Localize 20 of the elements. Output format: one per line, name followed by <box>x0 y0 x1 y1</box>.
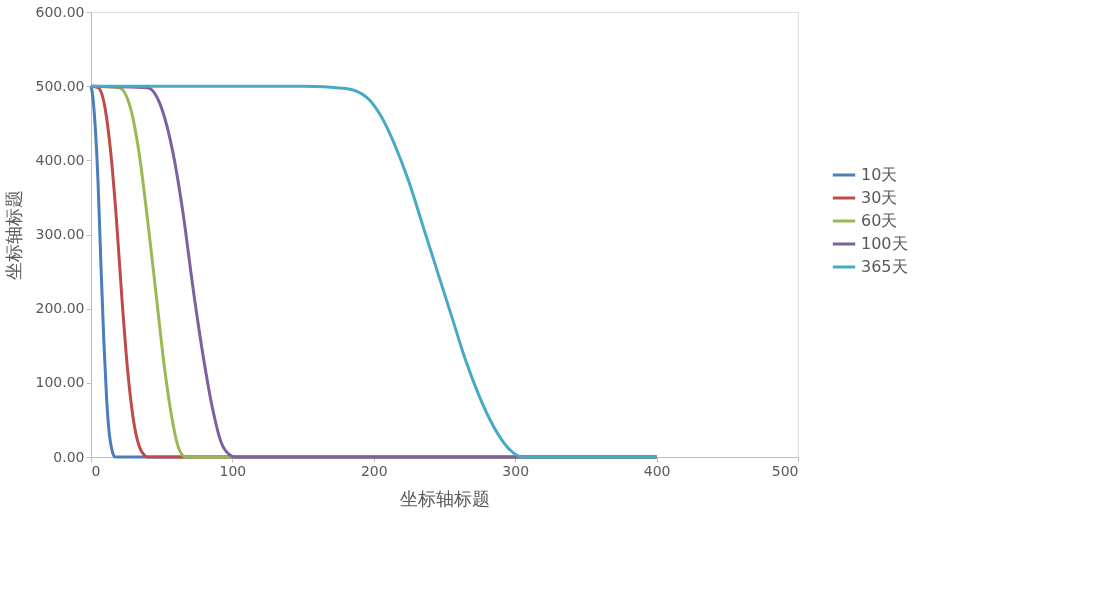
legend-label: 365天 <box>861 257 908 276</box>
x-tick-label: 400 <box>643 462 671 479</box>
y-axis-title: 坐标轴标题 <box>2 190 24 280</box>
y-tick-label: 200.00 <box>35 300 85 317</box>
x-tick-label: 100 <box>219 462 247 479</box>
legend-label: 10天 <box>861 165 898 184</box>
x-tick-label: 200 <box>360 462 388 479</box>
y-tick-label: 500.00 <box>35 77 85 94</box>
legend-label: 60天 <box>861 211 898 230</box>
y-tick-label: 400.00 <box>35 151 85 168</box>
y-tick-label: 300.00 <box>35 226 85 242</box>
y-tick-label: 100.00 <box>35 374 85 391</box>
x-tick-label: 300 <box>502 462 530 479</box>
y-tick-label: 600.00 <box>35 3 85 20</box>
y-tick-label: 0.00 <box>53 448 85 465</box>
x-tick-label: 500 <box>771 462 799 479</box>
legend-label: 30天 <box>861 188 898 207</box>
x-axis-title: 坐标轴标题 <box>400 487 490 509</box>
x-tick-label: 0 <box>91 462 101 479</box>
legend-label: 100天 <box>861 234 908 253</box>
